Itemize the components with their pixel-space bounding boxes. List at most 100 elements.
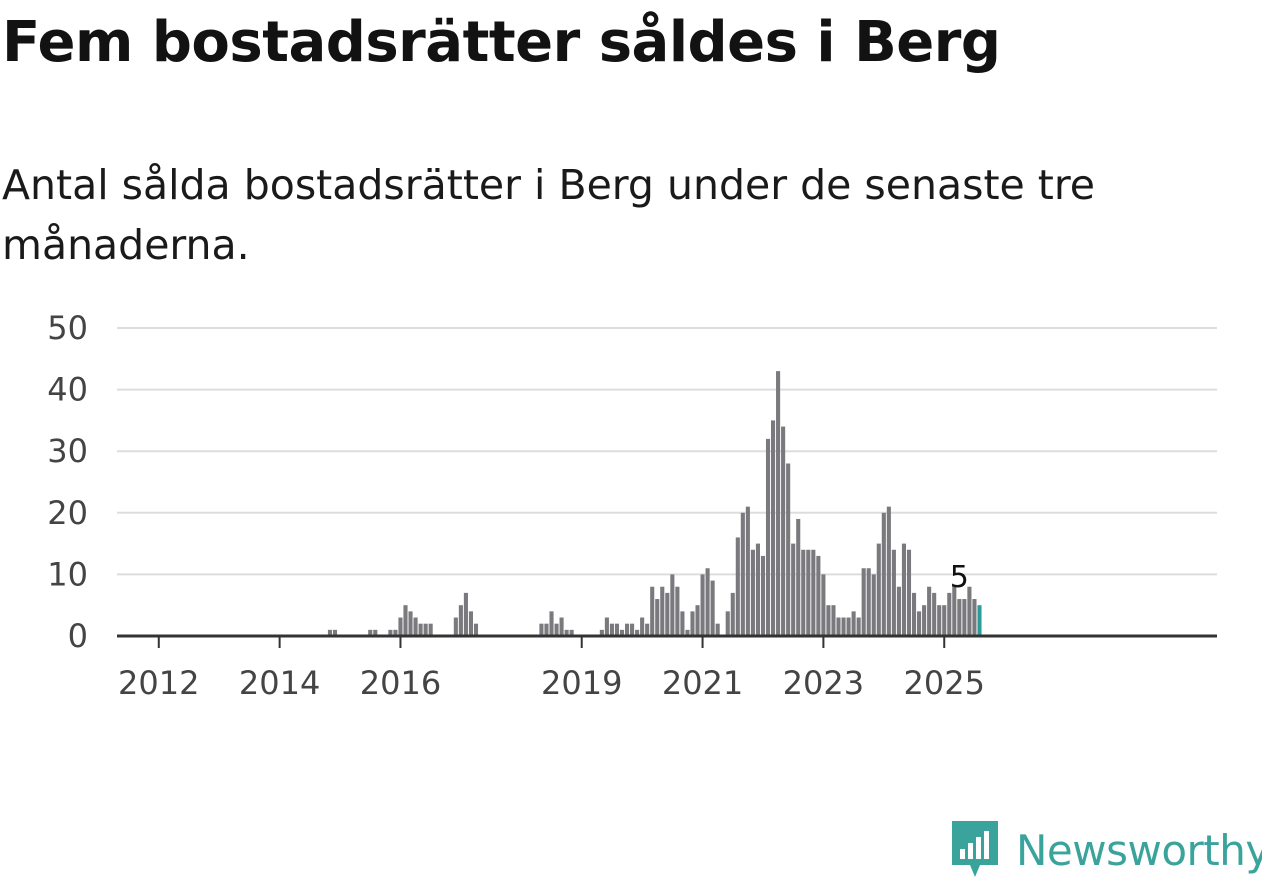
page-title: Fem bostadsrätter såldes i Berg xyxy=(2,10,1001,75)
bar xyxy=(745,506,750,636)
bar xyxy=(549,611,554,636)
bar xyxy=(655,599,660,636)
x-axis-ticks: 2012 2014 2016 2019 2021 2023 2025 xyxy=(118,636,985,702)
bar xyxy=(932,592,937,636)
bar xyxy=(468,611,473,636)
bar xyxy=(942,605,947,636)
bar xyxy=(781,426,786,636)
bar xyxy=(327,629,333,636)
bar xyxy=(650,586,655,636)
y-tick-label: 40 xyxy=(47,371,88,409)
bar xyxy=(725,611,730,636)
bar xyxy=(776,371,781,636)
bar xyxy=(796,518,801,636)
newsworthy-logo-icon xyxy=(952,821,998,877)
bar xyxy=(750,549,755,636)
bar xyxy=(952,586,957,636)
x-tick-label: 2014 xyxy=(239,664,320,702)
bar xyxy=(388,629,393,636)
bar xyxy=(821,574,826,636)
bar xyxy=(418,623,423,636)
y-axis-ticks: 0 10 20 30 40 50 xyxy=(47,309,88,655)
bar xyxy=(947,592,952,636)
x-tick-label: 2016 xyxy=(360,664,441,702)
newsworthy-logo: Newsworthy xyxy=(950,818,1262,882)
bar xyxy=(564,629,569,636)
bar xyxy=(841,617,846,636)
bar xyxy=(791,543,796,636)
bar xyxy=(806,549,811,636)
bar xyxy=(368,629,373,636)
bar xyxy=(559,617,564,636)
bar xyxy=(373,629,378,636)
bar xyxy=(906,549,912,636)
bar xyxy=(765,438,771,636)
bar xyxy=(695,605,700,636)
bar xyxy=(463,592,468,636)
y-tick-label: 30 xyxy=(47,432,88,470)
bar xyxy=(393,629,398,636)
bar xyxy=(403,605,408,636)
bar xyxy=(911,592,917,636)
bar xyxy=(811,549,816,636)
bar xyxy=(972,599,977,636)
bar xyxy=(826,605,831,636)
bar xyxy=(408,611,413,636)
bar xyxy=(599,629,604,636)
bar xyxy=(665,592,670,636)
x-tick-label: 2025 xyxy=(904,664,985,702)
bar xyxy=(760,555,766,636)
bar xyxy=(710,580,715,636)
bar xyxy=(685,629,690,636)
y-tick-label: 50 xyxy=(47,309,88,347)
bar xyxy=(836,617,841,636)
bar-highlighted xyxy=(977,605,982,636)
grid-lines xyxy=(117,327,1217,576)
bar xyxy=(332,629,338,636)
bar xyxy=(967,586,972,636)
bar xyxy=(458,605,463,636)
bar xyxy=(937,605,942,636)
bar xyxy=(635,629,640,636)
data-labels: 5 xyxy=(950,560,969,595)
bar xyxy=(423,623,428,636)
y-tick-label: 0 xyxy=(68,617,88,655)
bar xyxy=(891,549,896,636)
bar xyxy=(886,506,891,636)
bar xyxy=(856,617,861,636)
bar xyxy=(473,623,479,636)
bar xyxy=(771,420,776,636)
bar xyxy=(645,623,650,636)
bar xyxy=(901,543,907,636)
bar xyxy=(786,463,791,636)
bars xyxy=(327,371,982,636)
bar xyxy=(730,592,735,636)
bar xyxy=(917,611,922,636)
bar xyxy=(428,623,433,636)
bar xyxy=(927,586,932,636)
bar xyxy=(871,574,876,636)
bar xyxy=(670,574,675,636)
x-tick-label: 2019 xyxy=(541,664,622,702)
bar xyxy=(609,623,614,636)
page-subtitle: Antal sålda bostadsrätter i Berg under d… xyxy=(2,161,1096,269)
bar xyxy=(816,555,821,636)
y-tick-label: 20 xyxy=(47,494,88,532)
bar xyxy=(705,568,710,636)
bar xyxy=(660,586,665,636)
bar xyxy=(554,623,559,636)
logo-text: Newsworthy xyxy=(1016,825,1262,875)
bar xyxy=(831,605,836,636)
bar xyxy=(957,599,962,636)
bar xyxy=(680,611,685,636)
x-tick-label: 2023 xyxy=(783,664,864,702)
bar xyxy=(604,617,609,636)
bar xyxy=(453,617,458,636)
bar xyxy=(846,617,851,636)
bar xyxy=(715,623,720,636)
bar xyxy=(569,629,574,636)
bar xyxy=(962,599,967,636)
bar xyxy=(866,568,871,636)
bar xyxy=(413,617,418,636)
bar xyxy=(640,617,645,636)
